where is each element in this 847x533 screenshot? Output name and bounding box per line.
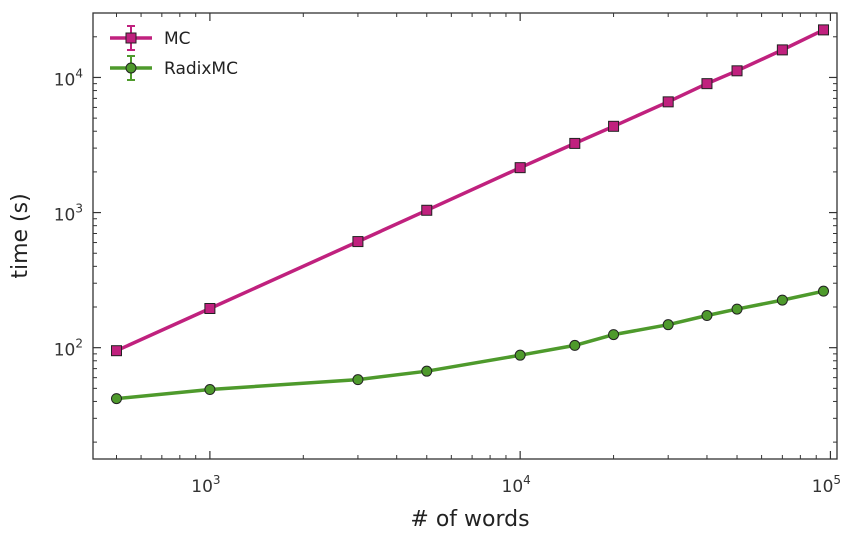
y-tick-base: 10 [54,206,76,226]
y-tick-base: 10 [54,341,76,361]
data-point-mc [662,96,674,108]
x-tick-base: 10 [812,477,834,497]
y-tick-exponent: 4 [75,66,83,80]
data-point-radixmc [352,374,364,386]
data-point-mc [421,204,433,216]
data-point-radixmc [421,365,433,377]
series-layer [110,24,830,405]
minor-ticks [93,13,837,459]
legend-marker [125,62,137,74]
x-tick-exponent: 4 [523,473,531,487]
series-mc [110,24,830,357]
data-point-mc [352,236,364,248]
legend-item-radixmc: RadixMC [110,55,238,81]
data-point-mc [731,65,743,77]
data-point-radixmc [701,310,713,322]
x-tick-exponent: 5 [833,473,841,487]
x-axis-title: # of words [410,507,529,532]
major-ticks [93,13,837,459]
data-point-radixmc [514,349,526,361]
plot-frame [92,12,838,460]
data-point-radixmc [110,393,122,405]
data-point-radixmc [662,319,674,331]
y-tick-exponent: 2 [75,337,83,351]
data-point-mc [608,120,620,132]
data-point-mc [110,345,122,357]
data-point-mc [569,137,581,149]
data-point-radixmc [731,303,743,315]
data-point-radixmc [818,285,830,297]
data-point-mc [776,44,788,56]
legend-label-radixmc: RadixMC [164,59,238,79]
data-point-radixmc [569,339,581,351]
x-tick-label: 103 [191,473,220,497]
legend: MC RadixMC [110,25,238,81]
data-point-mc [204,302,216,314]
series-line-radixmc [116,289,824,401]
legend-marker [125,32,137,44]
data-point-radixmc [204,384,216,396]
data-point-mc [701,78,713,90]
x-tick-exponent: 3 [213,473,221,487]
y-tick-label: 102 [54,337,83,361]
data-point-mc [514,162,526,174]
data-point-radixmc [776,294,788,306]
x-tick-base: 10 [502,477,524,497]
legend-item-mc: MC [110,25,191,51]
data-point-mc [818,24,830,36]
x-tick-base: 10 [191,477,213,497]
y-tick-exponent: 3 [75,202,83,216]
data-point-radixmc [608,329,620,341]
legend-label-mc: MC [164,29,191,49]
x-tick-label: 104 [502,473,531,497]
y-tick-base: 10 [54,70,76,90]
y-tick-label: 103 [54,202,83,226]
y-tick-label: 104 [54,66,83,90]
x-tick-label: 105 [812,473,841,497]
series-line-mc [115,28,825,353]
y-axis-title: time (s) [8,193,33,278]
series-radixmc [110,285,830,405]
